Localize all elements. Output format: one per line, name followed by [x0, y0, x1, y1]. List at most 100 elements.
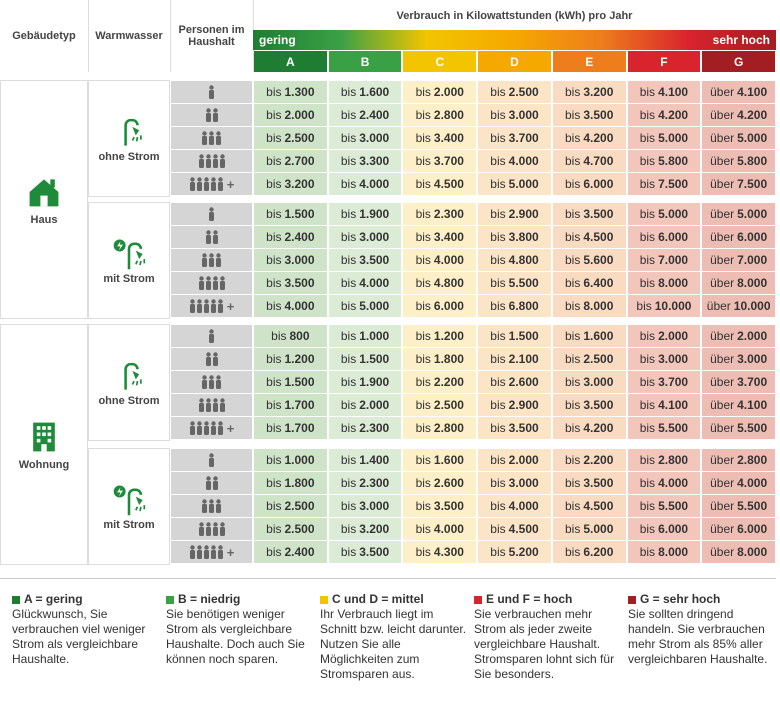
value-prefix: über — [710, 230, 735, 244]
value-cell: bis 4.500 — [403, 173, 477, 195]
value-cell: bis 4.500 — [552, 495, 626, 517]
value-prefix: bis — [565, 177, 581, 191]
value-number: 4.200 — [583, 131, 614, 145]
value-cell: bis 3.200 — [254, 173, 327, 195]
value-number: 3.500 — [284, 276, 315, 290]
value-cell: über 10.000 — [702, 295, 775, 317]
value-prefix: über — [710, 131, 735, 145]
legend-key-text: A = gering — [24, 592, 83, 606]
value-prefix: über — [710, 85, 735, 99]
value-prefix: bis — [340, 85, 357, 99]
value-prefix: bis — [565, 276, 581, 290]
value-prefix: bis — [415, 398, 431, 412]
value-number: 3.000 — [359, 131, 390, 145]
value-number: 1.600 — [583, 329, 614, 343]
header-water: Warmwasser — [95, 30, 163, 42]
value-prefix: bis — [266, 276, 282, 290]
value-number: 1.000 — [359, 329, 390, 343]
value-prefix: bis — [415, 177, 431, 191]
value-cell: bis 6.200 — [552, 541, 626, 563]
value-number: 1.900 — [359, 375, 390, 389]
value-prefix: über — [710, 207, 735, 221]
value-cell: bis 5.500 — [627, 417, 701, 439]
value-number: 4.000 — [359, 276, 390, 290]
value-prefix: bis — [340, 453, 357, 467]
value-prefix: über — [710, 453, 735, 467]
value-number: 2.800 — [658, 453, 689, 467]
value-number: 3.000 — [737, 352, 768, 366]
value-prefix: über — [710, 545, 735, 559]
value-prefix: bis — [565, 352, 581, 366]
value-cell: bis 5.000 — [478, 173, 551, 195]
value-cell: bis 6.000 — [627, 226, 701, 248]
value-prefix: bis — [565, 522, 581, 536]
value-prefix: bis — [415, 453, 431, 467]
value-number: 2.400 — [284, 545, 315, 559]
legend-key-text: C und D = mittel — [332, 592, 424, 606]
value-prefix: über — [710, 398, 735, 412]
value-number: 3.000 — [359, 499, 390, 513]
value-number: 5.500 — [658, 499, 689, 513]
value-number: 4.300 — [433, 545, 464, 559]
persons-cell — [171, 472, 252, 494]
value-prefix: bis — [490, 276, 506, 290]
value-cell: über 2.000 — [702, 325, 775, 347]
value-number: 2.000 — [433, 85, 464, 99]
value-number: 800 — [289, 329, 310, 343]
value-cell: bis 3.000 — [328, 226, 402, 248]
value-number: 4.100 — [658, 398, 689, 412]
value-number: 3.200 — [284, 177, 315, 191]
value-number: 3.000 — [284, 253, 315, 267]
value-prefix: bis — [340, 522, 357, 536]
value-cell: über 4.100 — [702, 394, 775, 416]
value-number: 3.500 — [583, 476, 614, 490]
value-prefix: bis — [490, 453, 506, 467]
value-prefix: über — [710, 352, 735, 366]
person-icons — [202, 499, 221, 513]
value-cell: bis 5.000 — [552, 518, 626, 540]
value-number: 2.600 — [433, 476, 464, 490]
value-prefix: bis — [415, 154, 431, 168]
value-number: 5.800 — [658, 154, 689, 168]
legend-item: E und F = hoch Sie verbrauchen mehr Strom… — [474, 592, 623, 702]
persons-cell — [171, 127, 252, 149]
value-cell: bis 5.500 — [627, 495, 701, 517]
house-icon — [29, 178, 59, 206]
value-cell: bis 3.800 — [478, 226, 551, 248]
value-prefix: über — [710, 375, 735, 389]
value-prefix: bis — [639, 207, 656, 221]
building-label: Haus — [30, 213, 58, 226]
value-cell: bis 5.600 — [552, 249, 626, 271]
persons-cell: + — [171, 541, 252, 563]
value-number: 4.200 — [737, 108, 768, 122]
value-cell: bis 1.800 — [403, 348, 477, 370]
value-cell: über 8.000 — [702, 541, 775, 563]
value-cell: bis 2.900 — [478, 394, 551, 416]
class-header: F — [627, 51, 701, 72]
value-prefix: bis — [490, 177, 506, 191]
value-prefix: bis — [639, 131, 656, 145]
value-number: 4.500 — [508, 522, 539, 536]
value-prefix: bis — [415, 522, 431, 536]
value-cell: bis 6.400 — [552, 272, 626, 294]
water-label: mit Strom — [103, 518, 155, 531]
value-number: 3.700 — [433, 154, 464, 168]
electric-icon — [113, 239, 146, 269]
value-cell: bis 1.500 — [328, 348, 402, 370]
value-number: 8.000 — [658, 276, 689, 290]
value-prefix: bis — [565, 375, 581, 389]
value-cell: bis 2.500 — [478, 81, 551, 103]
value-cell: bis 4.000 — [254, 295, 327, 317]
value-prefix: bis — [490, 499, 506, 513]
value-prefix: bis — [340, 276, 357, 290]
value-number: 4.500 — [433, 177, 464, 191]
persons-cell — [171, 394, 252, 416]
value-number: 2.200 — [583, 453, 614, 467]
value-cell: bis 3.700 — [478, 127, 551, 149]
value-cell: bis 5.000 — [627, 127, 701, 149]
value-cell: bis 3.700 — [627, 371, 701, 393]
legend-item: G = sehr hoch Sie sollten dringend handel… — [628, 592, 777, 702]
value-prefix: über — [706, 299, 731, 313]
value-number: 2.300 — [359, 421, 390, 435]
persons-suffix: + — [226, 176, 235, 192]
